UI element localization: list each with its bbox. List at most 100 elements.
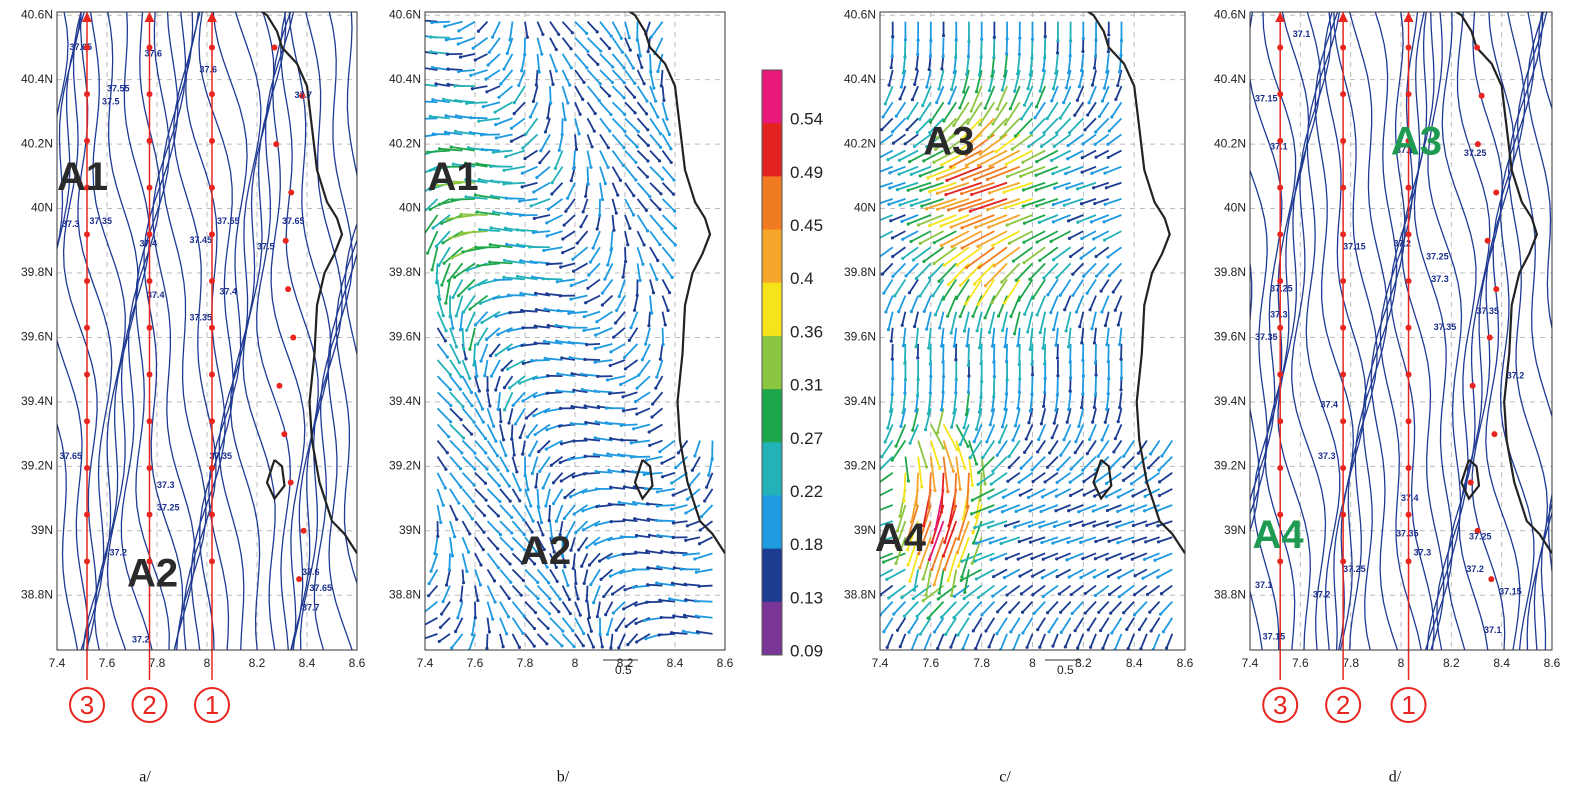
vector-head	[535, 176, 538, 179]
vector-head	[554, 167, 557, 170]
vector-head	[1005, 379, 1008, 382]
vector	[486, 70, 500, 79]
vector-head	[605, 407, 608, 410]
vector	[1110, 457, 1121, 469]
vector-head	[579, 225, 582, 228]
station	[1277, 185, 1283, 191]
vector-head	[583, 358, 586, 361]
vector-head	[916, 356, 919, 359]
station	[209, 465, 215, 471]
vector-head	[582, 528, 585, 531]
vector-head	[560, 442, 563, 445]
colorbar-tick-label: 0.4	[790, 269, 814, 288]
vector-head	[521, 453, 524, 456]
vector-head	[471, 633, 474, 636]
vector	[650, 215, 662, 229]
vector-head	[979, 152, 982, 155]
station	[1277, 138, 1283, 144]
vector-head	[933, 489, 936, 492]
vector-head	[913, 325, 916, 328]
vector-head	[623, 130, 626, 133]
vector-head	[493, 600, 496, 603]
vector	[588, 279, 600, 288]
vector	[1120, 328, 1122, 345]
y-tick-label: 39.4N	[844, 394, 876, 408]
vector-head	[1046, 611, 1049, 614]
vector-head	[548, 597, 551, 600]
vector-head	[659, 358, 662, 361]
vector-head	[1094, 55, 1097, 58]
vector-head	[446, 451, 449, 454]
vector	[550, 602, 559, 612]
vector-head	[1162, 630, 1165, 633]
vector	[500, 569, 511, 582]
vector	[475, 376, 479, 391]
vector	[478, 263, 500, 265]
vector-head	[494, 353, 497, 356]
vector-head	[472, 47, 475, 50]
region-label: A3	[923, 120, 974, 164]
vector	[488, 521, 501, 534]
vector-head	[1042, 276, 1045, 279]
vector-head	[1041, 495, 1044, 498]
vector	[514, 102, 525, 113]
vector-head	[533, 342, 536, 345]
vector-head	[633, 82, 636, 85]
station	[1277, 372, 1283, 378]
vector-head	[1066, 157, 1069, 160]
vector-head	[488, 261, 491, 264]
x-tick-label: 7.8	[149, 656, 166, 670]
vector	[1025, 441, 1033, 453]
vector	[563, 38, 572, 49]
vector-head	[508, 597, 511, 600]
vector	[535, 343, 550, 344]
vector-head	[660, 227, 663, 230]
vector-head	[609, 113, 612, 116]
vector-head	[651, 402, 654, 405]
vector-head	[884, 440, 887, 443]
vector-head	[1023, 451, 1026, 454]
vector-head	[519, 214, 522, 217]
vector	[663, 183, 674, 194]
station	[1340, 278, 1346, 284]
vector-head	[483, 374, 486, 377]
vector	[1024, 231, 1045, 242]
vector-head	[594, 390, 597, 393]
vector-head	[904, 378, 907, 381]
y-tick-label: 39.8N	[389, 265, 421, 279]
vector	[1159, 457, 1172, 470]
vector	[882, 118, 893, 129]
vector-head	[592, 645, 595, 648]
vector	[893, 263, 905, 276]
vector-head	[513, 453, 516, 456]
vector-head	[1100, 310, 1103, 313]
vector-head	[542, 277, 545, 280]
vector-head	[940, 616, 943, 619]
vector-head	[448, 568, 451, 571]
y-tick-label: 40.4N	[1214, 72, 1246, 86]
vector-head	[1118, 343, 1121, 346]
vector-head	[912, 258, 915, 261]
vector-head	[468, 532, 471, 535]
vector	[588, 167, 589, 185]
vector-head	[646, 229, 649, 232]
vector-head	[1039, 89, 1042, 92]
vector	[1163, 618, 1172, 632]
vector-head	[703, 499, 706, 502]
vector-head	[958, 106, 961, 109]
vector-head	[965, 266, 968, 269]
vector-head	[658, 208, 661, 211]
vector-head	[474, 323, 477, 326]
vector-head	[489, 165, 492, 168]
vector-head	[1093, 406, 1096, 409]
vector-head	[552, 502, 555, 505]
vector-head	[446, 67, 449, 70]
vector-head	[1068, 237, 1071, 240]
vector	[1008, 473, 1020, 481]
vector-head	[914, 345, 917, 348]
vector-head	[634, 400, 637, 403]
vector-head	[460, 451, 463, 454]
vector	[625, 54, 633, 68]
vector-head	[1078, 85, 1081, 88]
